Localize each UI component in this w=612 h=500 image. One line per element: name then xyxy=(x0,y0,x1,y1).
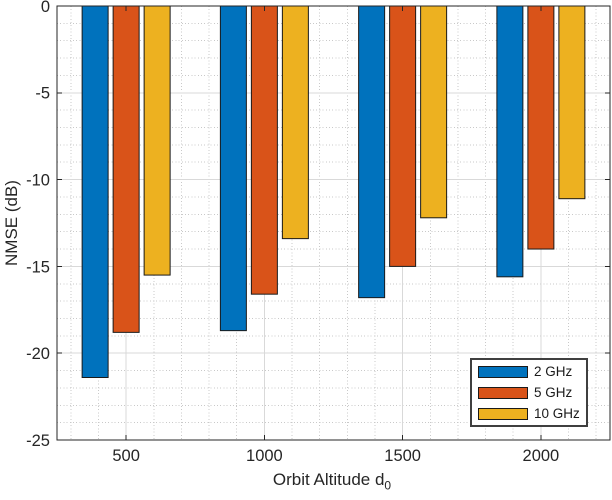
legend-label-2ghz: 2 GHz xyxy=(534,364,573,379)
bar-10ghz-500 xyxy=(143,5,171,276)
bar-2ghz-500 xyxy=(81,5,109,379)
bar-2ghz-2000 xyxy=(496,5,524,278)
bar-10ghz-2000 xyxy=(558,5,586,200)
y-tick-label: 0 xyxy=(41,0,50,16)
y-tick-label: -20 xyxy=(26,345,50,363)
y-tick-label: -15 xyxy=(26,258,50,276)
legend-label-10ghz: 10 GHz xyxy=(534,406,580,421)
legend-swatch-5ghz xyxy=(478,386,528,399)
tick-labels: 500 1000 1500 2000 0 -5 -10 -15 -20 -25 xyxy=(26,0,559,465)
legend-item-2ghz: 2 GHz xyxy=(472,361,586,382)
bar-5ghz-2000 xyxy=(527,5,555,250)
x-tick-label: 2000 xyxy=(523,447,560,465)
y-tick-label: -5 xyxy=(35,85,50,103)
bars xyxy=(81,5,586,379)
x-tick-label: 500 xyxy=(112,447,140,465)
legend-label-5ghz: 5 GHz xyxy=(534,385,573,400)
x-axis-label-subscript: 0 xyxy=(384,478,392,493)
legend: 2 GHz 5 GHz 10 GHz xyxy=(470,358,588,427)
legend-item-10ghz: 10 GHz xyxy=(472,403,586,424)
bar-2ghz-1000 xyxy=(219,5,247,332)
bar-5ghz-1000 xyxy=(250,5,278,295)
bar-5ghz-1500 xyxy=(389,5,417,267)
bar-10ghz-1000 xyxy=(281,5,309,240)
bar-10ghz-1500 xyxy=(420,5,448,219)
y-tick-label: -10 xyxy=(26,172,50,190)
y-axis-label: NMSE (dB) xyxy=(2,180,21,266)
x-tick-label: 1500 xyxy=(384,447,421,465)
legend-item-5ghz: 5 GHz xyxy=(472,382,586,403)
x-axis-label: Orbit Altitude d0 xyxy=(272,470,392,493)
x-axis-label-text: Orbit Altitude d xyxy=(272,470,385,489)
bar-5ghz-500 xyxy=(112,5,140,333)
axes xyxy=(56,5,611,441)
legend-swatch-2ghz xyxy=(478,365,528,378)
bar-2ghz-1500 xyxy=(358,5,386,299)
x-tick-label: 1000 xyxy=(246,447,283,465)
y-tick-label: -25 xyxy=(26,432,50,450)
legend-swatch-10ghz xyxy=(478,407,528,420)
